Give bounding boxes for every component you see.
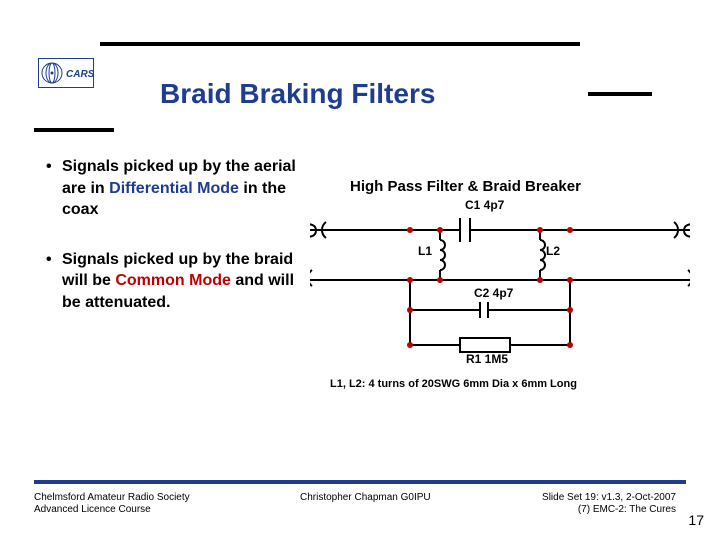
label-r1: R1 1M5 [466, 352, 508, 366]
footer-left-1: Chelmsford Amateur Radio Society [34, 492, 190, 504]
diagram-title: High Pass Filter & Braid Breaker [350, 178, 581, 195]
bullet-list: Signals picked up by the aerial are in D… [46, 156, 306, 342]
footer-center: Christopher Chapman G0IPU [300, 492, 431, 503]
label-c2: C2 4p7 [474, 286, 513, 300]
cars-logo: CARS [38, 58, 94, 88]
slide-title: Braid Braking Filters [160, 78, 435, 110]
label-c1: C1 4p7 [465, 198, 504, 212]
footer-right-2: (7) EMC-2: The Cures [542, 504, 676, 516]
label-l2: L2 [546, 244, 560, 258]
top-rule [100, 42, 580, 46]
footer-rule [34, 480, 686, 484]
label-l1: L1 [418, 244, 432, 258]
diagram-caption: L1, L2: 4 turns of 20SWG 6mm Dia x 6mm L… [330, 378, 577, 390]
top-rule-left [34, 128, 114, 132]
page-number: 17 [688, 512, 704, 528]
svg-text:CARS: CARS [66, 69, 94, 80]
footer-right: Slide Set 19: v1.3, 2-Oct-2007 (7) EMC-2… [542, 492, 676, 516]
bullet-1: Signals picked up by the aerial are in D… [46, 156, 306, 221]
bullet-1-em: Differential Mode [109, 180, 239, 197]
top-rule-right [588, 92, 652, 96]
bullet-2: Signals picked up by the braid will be C… [46, 249, 306, 314]
footer-right-1: Slide Set 19: v1.3, 2-Oct-2007 [542, 492, 676, 504]
footer-left-2: Advanced Licence Course [34, 504, 190, 516]
bullet-2-em: Common Mode [115, 272, 231, 289]
footer-left: Chelmsford Amateur Radio Society Advance… [34, 492, 190, 516]
circuit-diagram: C1 4p7 L1 L2 C2 4p7 R1 1M5 [310, 200, 690, 370]
